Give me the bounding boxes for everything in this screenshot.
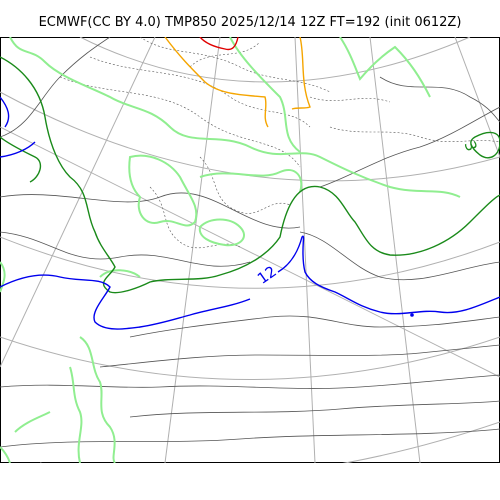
- map-canvas: 12 3: [0, 37, 500, 463]
- isotherm-12-line: [0, 274, 251, 330]
- isotherm-12-line: [0, 141, 36, 158]
- chart-title: ECMWF(CC BY 4.0) TMP850 2025/12/14 12Z F…: [38, 15, 462, 30]
- isotherm-12-line: [277, 235, 500, 315]
- isotherm-line: [129, 315, 500, 338]
- isotherm-line: [0, 192, 301, 229]
- isotherm-0-line: [229, 37, 301, 153]
- latitude-line: [0, 336, 500, 380]
- isotherm-dashed-line: [309, 96, 391, 103]
- isotherm-line: [0, 428, 500, 448]
- isotherm-dashed-line: [189, 41, 261, 68]
- isotherm-dashed-line: [149, 186, 241, 249]
- isotherm-line: [0, 231, 251, 267]
- isotherm-3-line: [0, 56, 500, 294]
- isotherm-line: [379, 76, 500, 123]
- isotherm-line: [0, 37, 111, 138]
- isotherm-0-line: [339, 37, 431, 98]
- isotherm-3-line: [470, 131, 500, 159]
- isotherm-0-line: [14, 411, 51, 433]
- isotherm-dashed-line: [59, 76, 301, 168]
- longitude-line: [0, 126, 500, 378]
- isotherm-3-line: [0, 136, 42, 183]
- isotherm-cold-line: [199, 37, 239, 51]
- longitude-line: [0, 37, 156, 368]
- isotherm-0-line: [9, 37, 461, 198]
- isotherm-0-line: [199, 169, 303, 193]
- isotherm-0-line: [0, 446, 11, 463]
- isotherm-neg-line: [164, 37, 269, 128]
- isotherm-cold-group: [164, 37, 311, 128]
- latitude-line: [79, 37, 471, 83]
- isotherm-0-line: [99, 269, 141, 278]
- isotherm-line: [0, 374, 500, 389]
- map-panel: 12 3: [0, 37, 500, 463]
- longitude-line: [164, 37, 221, 463]
- latitude-line: [0, 236, 500, 289]
- longitude-line: [454, 37, 500, 158]
- isotherm-0-group: [0, 37, 461, 463]
- isotherm-0-line: [79, 336, 116, 463]
- isotherm-3-group: [0, 56, 500, 294]
- isotherm-12-group: [0, 96, 500, 330]
- isotherm-12-line: [0, 96, 10, 128]
- isotherm-0-line: [0, 261, 6, 293]
- isotherm-0-line: [69, 366, 83, 463]
- isotherm-12-dot: [410, 313, 414, 317]
- isotherm-line: [319, 106, 500, 188]
- isotherm-dashed-line: [139, 37, 331, 93]
- isotherm-neg-line: [291, 37, 311, 110]
- isotherm-line: [99, 344, 500, 368]
- graticule: [0, 37, 500, 463]
- isotherm-line: [299, 231, 500, 281]
- longitude-line: [369, 37, 421, 463]
- map-frame: [0, 37, 500, 463]
- isotherm-0-line: [198, 218, 245, 247]
- isotherms-thin: [0, 37, 500, 448]
- isotherm-0-line: [128, 154, 198, 227]
- isotherm-line: [129, 400, 500, 418]
- latitude-line: [40, 421, 500, 463]
